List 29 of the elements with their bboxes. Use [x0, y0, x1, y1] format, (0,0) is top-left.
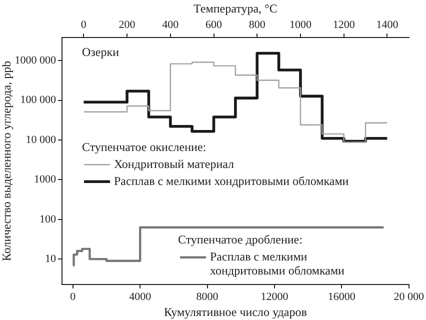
y-tick-label: 100	[40, 213, 56, 226]
x-tick-label: 4000	[129, 290, 152, 303]
y-tick-label: 1000 000	[14, 54, 56, 67]
x-axis-title: Кумулятивное число ударов	[164, 304, 308, 319]
x-tick-label: 16000	[328, 290, 356, 303]
y-tick-label: 100 000	[20, 94, 56, 106]
x2-tick-label: 0	[80, 18, 87, 31]
y-tick-label: 10 000	[26, 134, 56, 146]
x2-tick-label: 800	[248, 18, 266, 31]
y-axis-title: Количество выделенного углерода, ppb	[0, 60, 14, 262]
annotation: Ступенчатое дробление:	[178, 232, 302, 247]
x2-tick-label: 1200	[332, 18, 356, 31]
y-tick-label: 1000	[34, 174, 56, 186]
x2-tick-label: 1000	[289, 18, 312, 31]
x-tick-label: 0	[70, 290, 76, 303]
y-tick-label: 10	[45, 252, 56, 265]
x2-axis-title: Температура, °C	[194, 1, 278, 16]
x-tick-label: 12000	[260, 290, 289, 303]
annotation: Озерки	[82, 44, 120, 59]
legend-label: Расплав с мелкими хондритовыми обломками	[114, 174, 350, 188]
x2-tick-label: 200	[118, 18, 136, 31]
x2-tick-label: 1400	[376, 18, 399, 31]
annotation: Ступенчатое окисление:	[82, 140, 206, 154]
x-tick-label: 20 000	[394, 290, 424, 303]
x2-tick-label: 600	[206, 18, 223, 31]
x2-tick-label: 400	[162, 18, 180, 31]
x-tick-label: 8000	[196, 290, 219, 303]
legend-label: Расплав с мелкими хондритовыми обломками	[210, 250, 346, 278]
legend-label: Хондритовый материал	[114, 156, 234, 171]
